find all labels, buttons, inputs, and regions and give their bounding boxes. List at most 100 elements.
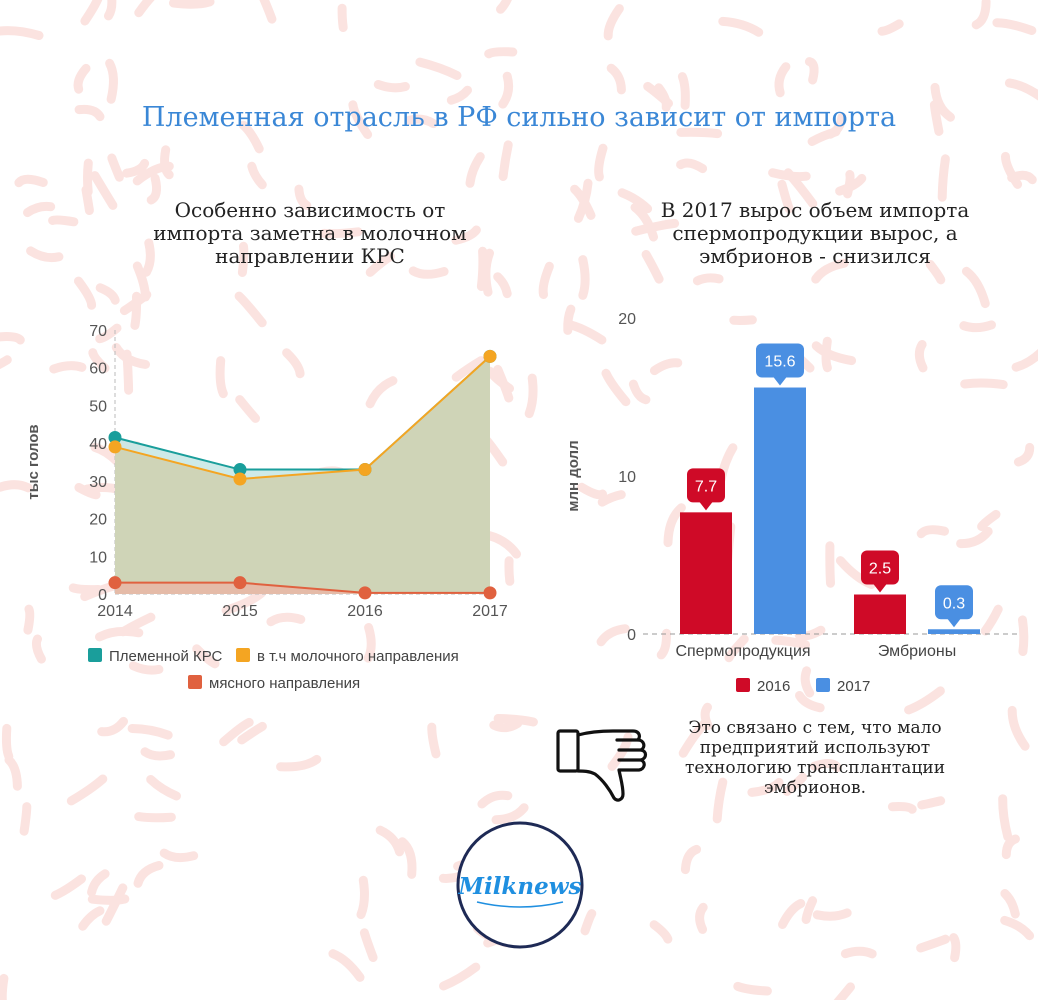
brush-stroke	[319, 227, 363, 239]
x-tick-label: 2017	[472, 603, 508, 620]
brush-stroke	[169, 0, 215, 9]
brush-stroke	[90, 171, 118, 210]
brush-stroke	[654, 83, 671, 112]
data-point[interactable]	[483, 349, 497, 363]
bar-chart-legend[interactable]: 2016 2017	[736, 678, 870, 695]
brush-stroke	[925, 260, 946, 285]
legend-swatch[interactable]	[736, 678, 750, 692]
brush-stroke	[73, 63, 91, 94]
brush-stroke	[88, 348, 110, 373]
brush-stroke	[104, 0, 117, 21]
brush-stroke	[524, 373, 538, 419]
brush-stroke	[676, 158, 708, 174]
brush-stroke	[812, 908, 852, 921]
brush-stroke	[677, 72, 690, 110]
brush-stroke	[408, 266, 449, 279]
y-axis-label: млн долл	[565, 440, 582, 511]
brush-stroke	[446, 85, 472, 105]
area-chart-legend[interactable]: Племенной КРС в т.ч молочного направления…	[88, 648, 459, 692]
brush-stroke	[0, 26, 44, 40]
logo-text: Milknews	[458, 873, 582, 900]
legend-swatch[interactable]	[188, 675, 202, 689]
x-tick-label: 2014	[97, 603, 133, 620]
brush-stroke	[282, 348, 305, 379]
data-point[interactable]	[108, 440, 122, 454]
brush-stroke	[365, 376, 398, 409]
brush-stroke	[998, 794, 1013, 842]
legend-label[interactable]: 2016	[757, 678, 790, 695]
brush-stroke	[718, 16, 764, 37]
brush-stroke	[26, 246, 64, 263]
brush-stroke	[680, 844, 702, 875]
brush-stroke	[234, 291, 267, 328]
legend-label[interactable]: Племенной КРС	[109, 648, 223, 665]
left-subtitle-line: Особенно зависимость от	[174, 198, 446, 222]
data-label: 15.6	[764, 354, 795, 371]
data-label-box	[935, 585, 973, 620]
y-tick-label: 60	[89, 361, 107, 378]
data-point[interactable]	[483, 586, 497, 600]
legend-swatch[interactable]	[236, 648, 250, 662]
legend-swatch[interactable]	[88, 648, 102, 662]
brush-stroke	[733, 981, 772, 996]
data-point[interactable]	[358, 463, 372, 477]
brush-stroke	[276, 754, 322, 772]
brush-stroke	[641, 250, 664, 284]
legend-label[interactable]: в т.ч молочного направления	[257, 648, 459, 665]
data-point[interactable]	[233, 576, 247, 590]
milknews-logo[interactable]: Milknews	[455, 820, 585, 950]
brush-stroke	[489, 718, 523, 733]
data-point[interactable]	[233, 472, 247, 486]
legend-label[interactable]: 2017	[837, 678, 870, 695]
data-point[interactable]	[233, 463, 247, 477]
bar[interactable]	[754, 387, 806, 634]
brush-stroke	[405, 114, 438, 129]
right-subtitle-line: эмбрионов - снизился	[699, 244, 931, 268]
brush-stroke	[538, 261, 554, 299]
brush-stroke	[794, 625, 826, 641]
data-point[interactable]	[108, 576, 122, 590]
brush-stroke	[0, 973, 9, 1000]
brush-stroke	[49, 361, 87, 374]
brush-stroke	[23, 604, 35, 635]
bar[interactable]	[928, 629, 980, 634]
data-point[interactable]	[358, 586, 372, 600]
brush-stroke	[107, 153, 124, 182]
brush-stroke	[914, 340, 928, 373]
brush-stroke	[631, 218, 680, 236]
brush-stroke	[916, 525, 949, 539]
brush-stroke	[74, 104, 105, 122]
x-tick-label: Спермопродукция	[675, 643, 810, 660]
brush-stroke	[259, 0, 277, 24]
brush-stroke	[663, 503, 686, 548]
brush-stroke	[81, 185, 94, 215]
brush-stroke	[465, 152, 485, 188]
x-tick-label: 2015	[222, 603, 258, 620]
brush-stroke	[578, 255, 590, 300]
brush-stroke	[101, 883, 128, 926]
bar[interactable]	[854, 594, 906, 635]
brush-stroke	[219, 717, 254, 747]
brush-stroke	[929, 100, 944, 136]
left-subtitle-line: импорта заметна в молочном	[153, 221, 467, 245]
brush-stroke	[95, 626, 144, 642]
brush-stroke	[606, 63, 626, 95]
brush-stroke	[628, 379, 651, 405]
brush-stroke	[146, 173, 162, 205]
brush-stroke	[491, 803, 529, 825]
legend-label[interactable]: мясного направления	[209, 675, 360, 692]
brush-stroke	[980, 604, 1003, 636]
bar[interactable]	[680, 512, 732, 634]
brush-stroke	[1001, 151, 1023, 189]
brush-stroke	[477, 790, 513, 809]
brush-stroke	[133, 861, 164, 888]
legend-swatch[interactable]	[816, 678, 830, 692]
brush-stroke	[992, 18, 1037, 35]
brush-stroke	[132, 261, 150, 302]
brush-stroke	[451, 225, 481, 245]
brush-stroke	[105, 58, 118, 104]
brush-stroke	[160, 145, 174, 180]
data-point[interactable]	[108, 430, 122, 444]
brush-stroke	[215, 356, 228, 399]
brush-stroke	[960, 378, 1008, 390]
